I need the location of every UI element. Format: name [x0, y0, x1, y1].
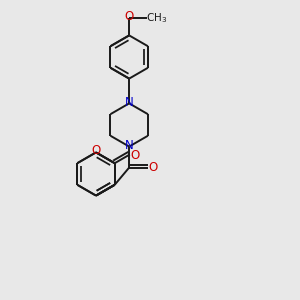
Text: N: N	[125, 139, 134, 152]
Text: CH$_3$: CH$_3$	[146, 11, 167, 25]
Text: O: O	[130, 149, 140, 163]
Text: O: O	[124, 10, 134, 23]
Text: N: N	[125, 96, 134, 109]
Text: O: O	[148, 161, 158, 174]
Text: O: O	[92, 144, 100, 158]
